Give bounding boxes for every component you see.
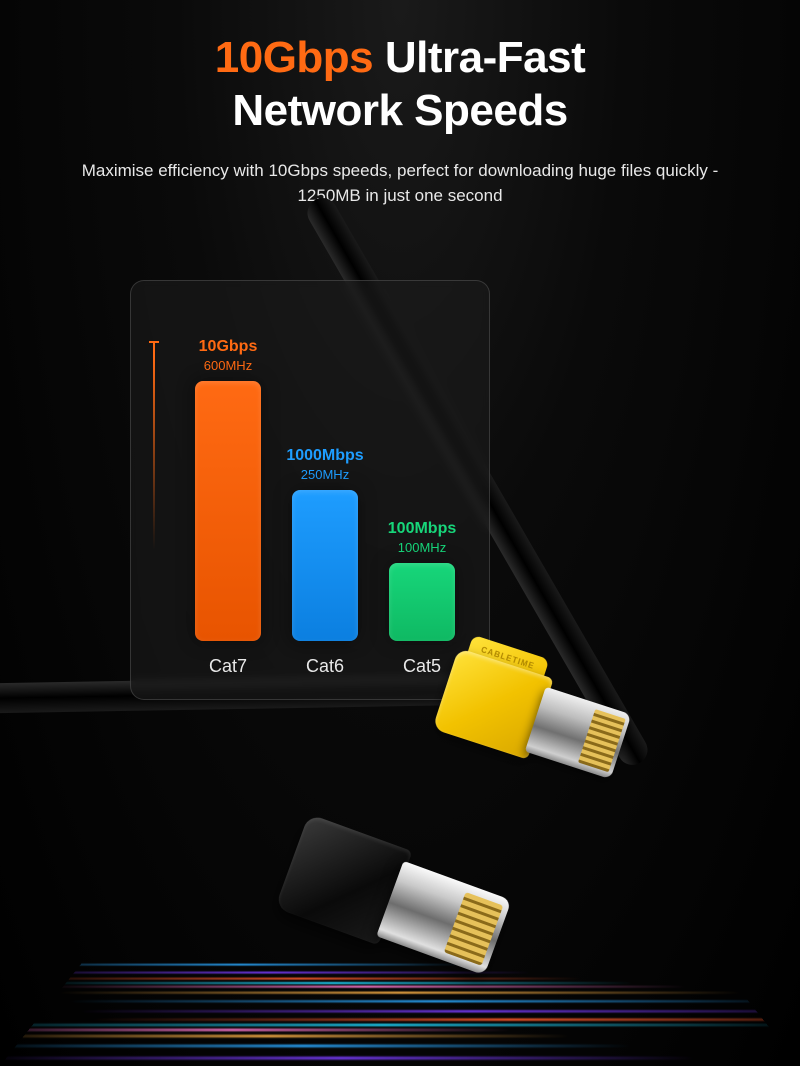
connector-pins-yellow [578, 709, 626, 772]
bar-cat5 [389, 563, 455, 641]
main-title: 10Gbps Ultra-Fast Network Speeds [0, 32, 800, 138]
connector-pins-front [444, 892, 503, 966]
title-line2: Network Speeds [232, 86, 567, 135]
speed-streak [32, 982, 635, 984]
bar-speed-label: 100Mbps [388, 520, 456, 538]
chart-axis-accent [153, 341, 155, 639]
bar-speed-label: 1000Mbps [286, 447, 363, 465]
speed-streak [57, 992, 743, 994]
x-label-cat7: Cat7 [189, 656, 267, 677]
chart-x-labels: Cat7Cat6Cat5 [189, 656, 461, 677]
connector-metal-front [376, 861, 511, 976]
chart-bars-area: 10Gbps 600MHz 1000Mbps 250MHz 100Mbps 100MHz [189, 341, 461, 641]
bar-group-cat7: 10Gbps 600MHz [189, 338, 267, 641]
x-label-cat6: Cat6 [286, 656, 364, 677]
bar-speed-label: 10Gbps [199, 338, 258, 356]
speed-streak [0, 1035, 570, 1038]
bar-group-cat6: 1000Mbps 250MHz [286, 447, 364, 641]
bar-freq-label: 250MHz [301, 467, 349, 482]
speed-streak [0, 1028, 512, 1031]
title-block: 10Gbps Ultra-Fast Network Speeds Maximis… [0, 0, 800, 209]
speed-streak [0, 1044, 631, 1047]
title-line1-rest: Ultra-Fast [373, 33, 585, 82]
speed-streak [68, 1000, 800, 1002]
bar-freq-label: 100MHz [398, 540, 446, 555]
infographic-container: 10Gbps Ultra-Fast Network Speeds Maximis… [0, 0, 800, 1066]
speed-comparison-chart: 10Gbps600MHz1000Mbps250MHz100Mbps100MHz … [130, 280, 490, 700]
chart-inner: 10Gbps600MHz1000Mbps250MHz100Mbps100MHz … [131, 281, 489, 699]
speed-streak [0, 1056, 696, 1059]
title-accent-text: 10Gbps [215, 33, 373, 82]
connector-metal-yellow [525, 687, 632, 779]
speed-streak [45, 986, 687, 988]
subtitle-text: Maximise efficiency with 10Gbps speeds, … [0, 158, 800, 209]
axis-gradient-line [153, 341, 155, 639]
speed-streak [90, 1018, 800, 1021]
speed-streak [0, 1024, 800, 1027]
bar-cat6 [292, 490, 358, 641]
speed-streak [78, 1010, 800, 1013]
speed-streak [19, 978, 583, 980]
bar-freq-label: 600MHz [204, 358, 252, 373]
bar-cat7 [195, 381, 261, 641]
bar-group-cat5: 100Mbps 100MHz [383, 520, 461, 641]
ethernet-connector-yellow: CABLETIME [423, 624, 647, 816]
